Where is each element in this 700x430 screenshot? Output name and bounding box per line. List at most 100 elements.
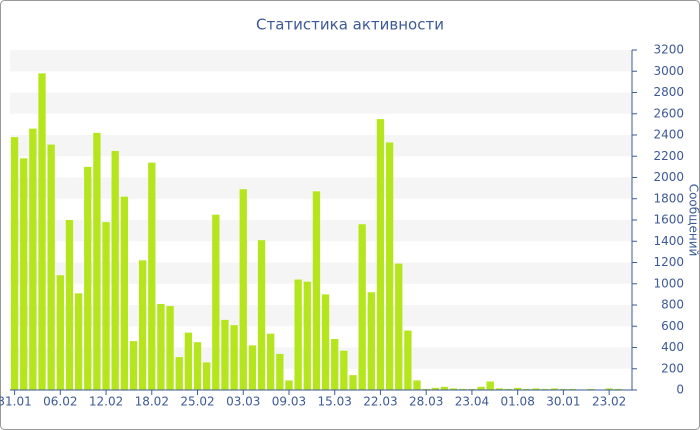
bar	[550, 388, 558, 390]
y-tick-label: 800	[661, 298, 684, 312]
bar	[614, 388, 622, 390]
bar	[376, 119, 385, 390]
x-tick-label: 15.03	[318, 395, 352, 409]
bar	[331, 339, 339, 390]
bar	[111, 150, 119, 390]
bar	[541, 388, 549, 390]
x-tick-label: 28.03	[409, 395, 443, 409]
bar	[267, 333, 275, 390]
bar	[504, 388, 513, 390]
bar	[10, 137, 19, 390]
y-tick-label: 400	[661, 340, 684, 354]
x-tick-label: 25.02	[180, 395, 214, 409]
y-tick-label: 3000	[653, 64, 684, 78]
bar	[102, 222, 110, 390]
bar	[477, 386, 485, 390]
x-tick-label: 09.03	[272, 395, 306, 409]
grid-band	[10, 135, 632, 157]
x-tick-label: 22.03	[363, 395, 397, 409]
bar	[413, 380, 421, 390]
bar	[74, 293, 83, 390]
y-tick-label: 200	[661, 361, 684, 375]
y-axis-title: Сообщений	[687, 184, 700, 257]
bar	[358, 224, 366, 390]
grid-band	[10, 92, 632, 114]
bar	[385, 142, 394, 390]
bar	[56, 275, 64, 390]
bar	[486, 381, 494, 390]
y-tick-label: 2800	[653, 85, 684, 99]
bar	[129, 341, 138, 390]
x-tick-label: 31.01	[0, 395, 32, 409]
bar	[276, 353, 284, 390]
bar	[248, 345, 257, 390]
bar	[605, 388, 613, 390]
bar	[148, 162, 156, 390]
y-tick-label: 600	[661, 319, 684, 333]
grid-band	[10, 50, 632, 72]
x-tick-label: 23.04	[455, 395, 489, 409]
bar	[395, 263, 403, 390]
bar	[340, 350, 348, 390]
y-tick-label: 1400	[653, 234, 684, 248]
bar	[203, 362, 211, 390]
bar	[422, 388, 430, 390]
x-tick-label: 18.02	[135, 395, 169, 409]
bar	[404, 330, 412, 390]
bar	[93, 132, 101, 390]
y-tick-label: 1000	[653, 276, 684, 290]
bar	[568, 388, 577, 390]
bar	[587, 388, 595, 390]
chart-title: Статистика активности	[256, 16, 444, 34]
grid-band	[10, 305, 632, 327]
bar	[157, 303, 165, 390]
bar	[47, 144, 55, 390]
y-tick-label: 1200	[653, 255, 684, 269]
bar	[84, 166, 92, 390]
bar	[29, 128, 37, 390]
bar	[349, 375, 357, 390]
bar	[312, 191, 321, 390]
bar	[166, 306, 174, 390]
bar	[212, 214, 220, 390]
bar	[239, 189, 247, 390]
grid-band	[10, 177, 632, 199]
bar	[120, 196, 128, 390]
bar	[38, 73, 46, 390]
grid-band	[10, 347, 632, 369]
x-tick-label: 30.01	[546, 395, 580, 409]
x-tick-label: 01.08	[500, 395, 534, 409]
bar	[459, 388, 467, 390]
bar	[514, 387, 522, 390]
y-tick-label: 2000	[653, 170, 684, 184]
bar	[559, 388, 568, 390]
y-tick-label: 2600	[653, 106, 684, 120]
x-tick-label: 12.02	[89, 395, 123, 409]
bar	[65, 220, 74, 390]
bar	[303, 281, 311, 390]
y-tick-label: 1600	[653, 213, 684, 227]
bar	[175, 357, 183, 390]
y-tick-label: 2200	[653, 149, 684, 163]
bar	[230, 325, 238, 390]
grid-band	[10, 262, 632, 284]
bar	[495, 388, 504, 390]
bar	[138, 260, 147, 390]
bar	[193, 342, 202, 390]
grid-band	[10, 220, 632, 242]
bar	[321, 294, 330, 390]
bar	[367, 292, 375, 390]
bar	[440, 386, 449, 390]
y-tick-label: 2400	[653, 128, 684, 142]
bar	[294, 279, 302, 390]
bar	[285, 380, 293, 390]
y-tick-label: 1800	[653, 191, 684, 205]
bar	[468, 388, 476, 390]
x-tick-label: 06.02	[43, 395, 77, 409]
bar	[449, 388, 458, 390]
bar	[431, 387, 439, 390]
y-tick-label: 3200	[653, 43, 684, 57]
bar	[20, 158, 28, 390]
bar	[532, 388, 540, 390]
